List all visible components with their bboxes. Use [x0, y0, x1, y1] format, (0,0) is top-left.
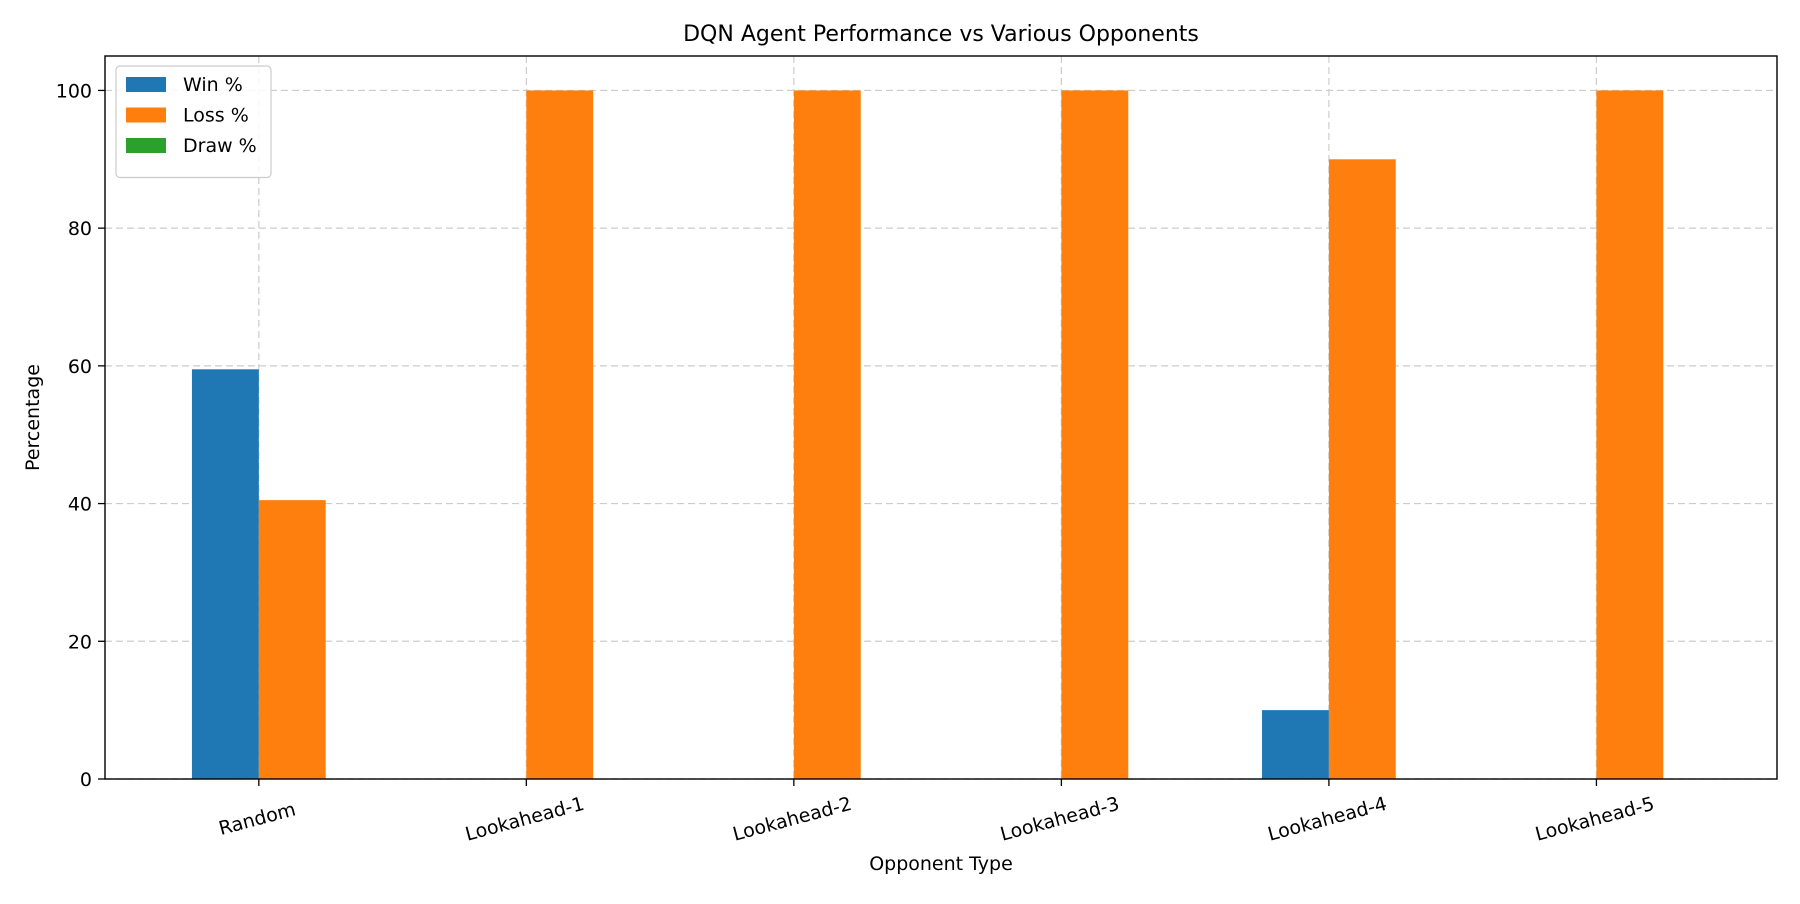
- y-axis-label: Percentage: [22, 364, 44, 471]
- x-tick-label: Random: [216, 798, 298, 840]
- bar-loss-3: [1061, 90, 1129, 779]
- bars-layer: [191, 90, 1664, 780]
- legend-swatch: [126, 107, 166, 123]
- legend-swatch: [126, 77, 166, 92]
- x-tick-label: Lookahead-5: [1533, 793, 1657, 846]
- axes-layer: [104, 55, 1778, 780]
- legend-label: Draw %: [183, 135, 257, 157]
- y-tick-label: 20: [68, 631, 92, 653]
- y-tick-label: 80: [68, 218, 92, 240]
- bar-win-0: [191, 369, 259, 779]
- bar-loss-1: [526, 90, 594, 779]
- y-tick-label: 0: [80, 769, 92, 791]
- bar-loss-5: [1596, 90, 1664, 779]
- legend-swatch: [126, 138, 166, 153]
- plot-frame: [104, 55, 1778, 780]
- y-tick-label: 40: [68, 494, 92, 516]
- bar-loss-2: [793, 90, 861, 779]
- bar-loss-4: [1328, 159, 1396, 780]
- legend: Win % Loss % Draw %: [115, 65, 272, 179]
- bar-loss-0: [258, 500, 326, 779]
- x-tick-label: Lookahead-3: [998, 793, 1122, 846]
- chart-title: DQN Agent Performance vs Various Opponen…: [683, 22, 1199, 47]
- bar-win-4: [1262, 710, 1329, 779]
- x-axis-label: Opponent Type: [869, 853, 1013, 875]
- x-tick-label: Lookahead-1: [463, 793, 587, 846]
- grid-layer: [105, 56, 1777, 780]
- x-tick-label: Lookahead-4: [1265, 793, 1389, 846]
- y-tick-label: 100: [56, 80, 92, 102]
- legend-label: Win %: [183, 74, 243, 96]
- x-tick-label: Lookahead-2: [730, 793, 854, 846]
- y-tick-label: 60: [68, 356, 92, 378]
- legend-label: Loss %: [183, 105, 249, 127]
